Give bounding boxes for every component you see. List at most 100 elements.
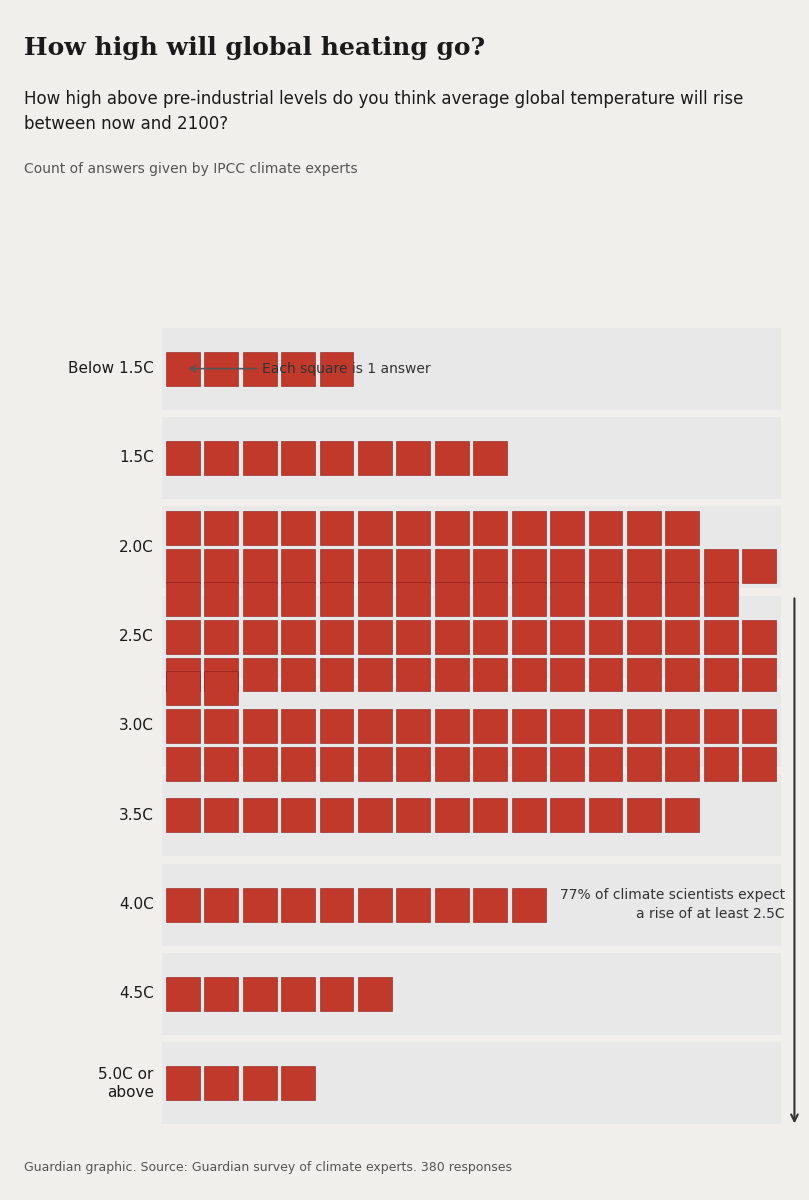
Bar — [162, 416, 781, 499]
Text: How high will global heating go?: How high will global heating go? — [24, 36, 485, 60]
Bar — [204, 977, 238, 1010]
Bar — [473, 582, 507, 616]
Bar — [162, 506, 781, 588]
Bar — [742, 658, 776, 691]
Bar — [358, 709, 392, 743]
Bar — [320, 888, 354, 922]
Bar — [166, 511, 200, 545]
Bar — [282, 888, 315, 922]
Bar — [243, 550, 277, 583]
Bar — [550, 746, 584, 781]
Bar — [204, 709, 238, 743]
Bar — [396, 658, 430, 691]
Bar — [166, 619, 200, 654]
Bar — [243, 442, 277, 475]
Bar — [396, 746, 430, 781]
Bar — [473, 746, 507, 781]
Bar — [166, 746, 200, 781]
Bar — [627, 582, 661, 616]
Bar — [665, 619, 699, 654]
Bar — [282, 1067, 315, 1100]
Bar — [320, 746, 354, 781]
Bar — [665, 709, 699, 743]
Bar — [588, 511, 622, 545]
Bar — [204, 352, 238, 385]
Bar — [435, 619, 468, 654]
Bar — [704, 746, 738, 781]
Bar — [550, 619, 584, 654]
Bar — [512, 550, 545, 583]
Bar — [166, 582, 200, 616]
Text: Guardian graphic. Source: Guardian survey of climate experts. 380 responses: Guardian graphic. Source: Guardian surve… — [24, 1160, 512, 1174]
Bar — [512, 888, 545, 922]
Bar — [550, 550, 584, 583]
Bar — [243, 1067, 277, 1100]
Bar — [550, 582, 584, 616]
Text: Count of answers given by IPCC climate experts: Count of answers given by IPCC climate e… — [24, 162, 358, 176]
Bar — [665, 582, 699, 616]
Bar — [358, 582, 392, 616]
Bar — [473, 511, 507, 545]
Bar — [473, 550, 507, 583]
Bar — [162, 953, 781, 1036]
Bar — [204, 888, 238, 922]
Bar — [665, 746, 699, 781]
Bar — [396, 550, 430, 583]
Bar — [204, 550, 238, 583]
Bar — [166, 977, 200, 1010]
Bar — [204, 746, 238, 781]
Bar — [162, 774, 781, 857]
Bar — [204, 511, 238, 545]
Bar — [320, 798, 354, 833]
Bar — [166, 352, 200, 385]
Bar — [435, 582, 468, 616]
Bar — [627, 658, 661, 691]
Bar — [204, 671, 238, 706]
Bar — [320, 352, 354, 385]
Bar — [282, 658, 315, 691]
Bar — [512, 709, 545, 743]
Bar — [166, 442, 200, 475]
Bar — [704, 619, 738, 654]
Bar — [435, 746, 468, 781]
Bar — [473, 888, 507, 922]
Bar — [512, 582, 545, 616]
Text: 4.5C: 4.5C — [119, 986, 154, 1002]
Bar — [166, 709, 200, 743]
Bar — [282, 442, 315, 475]
Bar — [162, 595, 781, 678]
Text: 2.5C: 2.5C — [119, 629, 154, 644]
Bar — [282, 352, 315, 385]
Bar — [396, 511, 430, 545]
Bar — [243, 352, 277, 385]
Bar — [627, 746, 661, 781]
Bar — [550, 511, 584, 545]
Bar — [627, 619, 661, 654]
Bar — [320, 582, 354, 616]
Bar — [473, 709, 507, 743]
Bar — [742, 550, 776, 583]
Bar — [320, 550, 354, 583]
Bar — [435, 798, 468, 833]
Bar — [435, 550, 468, 583]
Bar — [166, 888, 200, 922]
Bar — [588, 709, 622, 743]
Bar — [204, 798, 238, 833]
Bar — [435, 658, 468, 691]
Bar — [243, 888, 277, 922]
Bar — [320, 619, 354, 654]
Bar — [550, 709, 584, 743]
Bar — [396, 709, 430, 743]
Bar — [204, 1067, 238, 1100]
Bar — [320, 709, 354, 743]
Bar — [473, 658, 507, 691]
Bar — [742, 746, 776, 781]
Bar — [243, 746, 277, 781]
Bar — [396, 619, 430, 654]
Text: 77% of climate scientists expect
a rise of at least 2.5C: 77% of climate scientists expect a rise … — [560, 888, 785, 922]
Bar — [243, 709, 277, 743]
Text: Below 1.5C: Below 1.5C — [68, 361, 154, 376]
Bar — [243, 582, 277, 616]
Bar — [204, 619, 238, 654]
Bar — [166, 550, 200, 583]
